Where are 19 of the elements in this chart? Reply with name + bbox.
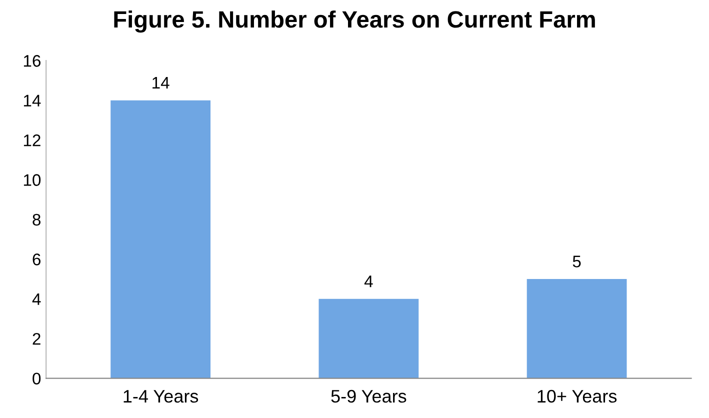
bar	[318, 298, 419, 378]
y-tick-label: 14	[24, 94, 41, 106]
bar	[110, 100, 211, 378]
x-tick-label: 10+ Years	[538, 390, 617, 403]
x-tick-label: 5-9 Years	[331, 390, 406, 403]
y-tick-label: 6	[32, 254, 40, 266]
chart-title: Figure 5. Number of Years on Current Farm	[114, 10, 595, 33]
y-tick-label: 0	[32, 372, 41, 384]
y-tick-label: 8	[32, 214, 40, 226]
bar	[526, 279, 627, 378]
x-tick-label: 1-4 Years	[124, 390, 198, 403]
data-label: 14	[152, 77, 170, 89]
y-tick-label: 12	[24, 134, 40, 146]
y-tick-label: 10	[24, 174, 41, 186]
y-tick-label: 4	[32, 293, 41, 305]
y-tick-label: 16	[24, 55, 40, 67]
data-label: 5	[572, 256, 581, 268]
data-label: 4	[364, 276, 373, 288]
y-tick-label: 2	[32, 332, 40, 345]
